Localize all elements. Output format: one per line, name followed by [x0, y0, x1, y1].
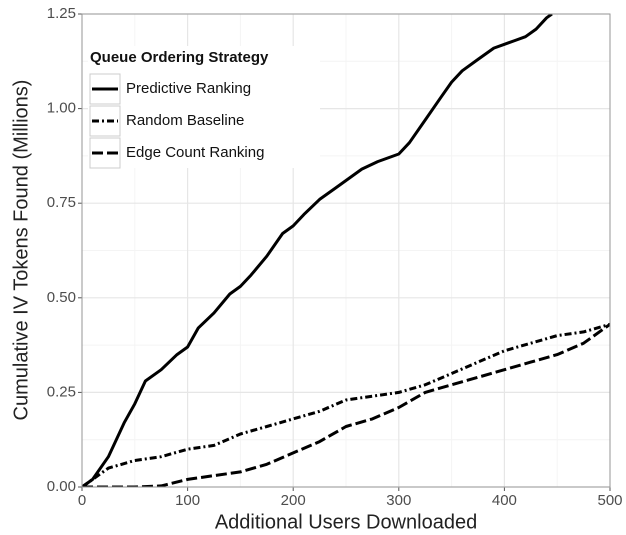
legend-title: Queue Ordering Strategy [90, 49, 269, 66]
legend-label: Edge Count Ranking [126, 144, 264, 161]
y-axis-title: Cumulative IV Tokens Found (Millions) [10, 80, 32, 421]
legend-background [88, 46, 320, 168]
x-tick-label: 500 [597, 492, 622, 509]
y-tick-label: 0.25 [47, 383, 76, 400]
x-tick-label: 200 [281, 492, 306, 509]
y-tick-label: 0.75 [47, 194, 76, 211]
y-tick-label: 0.50 [47, 289, 76, 306]
x-tick-label: 300 [386, 492, 411, 509]
x-tick-label: 100 [175, 492, 200, 509]
y-tick-label: 0.00 [47, 478, 76, 495]
series-line [82, 323, 610, 487]
series-line [82, 14, 553, 487]
x-axis-title: Additional Users Downloaded [215, 511, 477, 533]
legend-label: Random Baseline [126, 112, 244, 129]
plot-border [81, 13, 611, 488]
y-tick-label: 1.00 [47, 100, 76, 117]
x-tick-label: 0 [78, 492, 86, 509]
y-tick-label: 1.25 [47, 5, 76, 22]
series-line [82, 322, 610, 487]
x-tick-label: 400 [492, 492, 517, 509]
legend-label: Predictive Ranking [126, 80, 251, 97]
